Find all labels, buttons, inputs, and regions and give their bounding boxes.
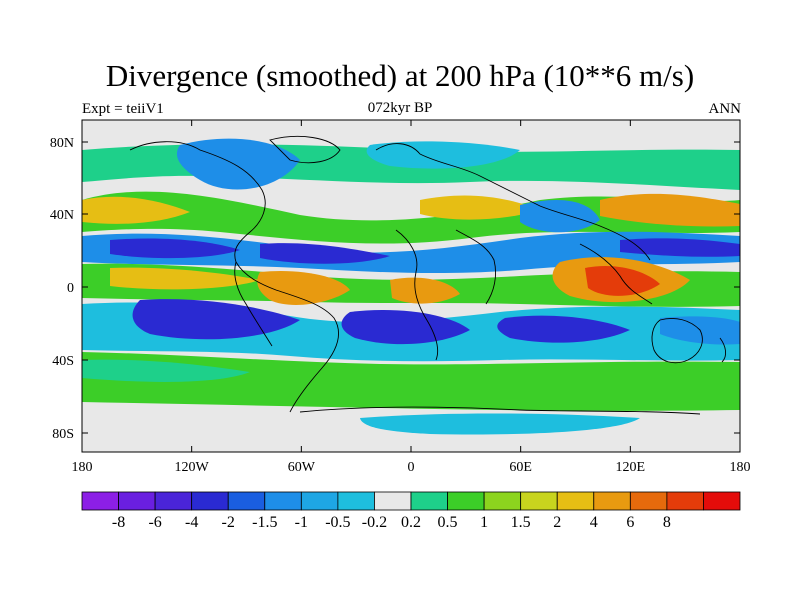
colorbar-label: 2: [553, 514, 561, 531]
colorbar-label: 1.5: [511, 514, 531, 531]
lon-label: 120W: [175, 460, 210, 475]
lon-label: 60W: [288, 460, 316, 475]
lon-label: 180: [730, 460, 751, 475]
colorbar-swatch: [227, 491, 266, 511]
colorbar-swatch: [264, 491, 302, 511]
colorbar-swatch: [374, 491, 412, 511]
field-region: [176, 138, 300, 190]
field-region: [110, 267, 260, 290]
field-region: [585, 265, 660, 296]
field-region: [520, 200, 600, 233]
lat-label: 80S: [52, 427, 74, 442]
colorbar-swatch: [118, 491, 156, 511]
lon-label: 180: [72, 460, 93, 475]
field-region: [257, 270, 350, 305]
colorbar-label: -8: [112, 514, 125, 531]
colorbar-label: -1: [295, 514, 308, 531]
lat-label: 40N: [50, 208, 74, 223]
colorbar-swatch: [629, 491, 668, 511]
colorbar-swatch: [337, 491, 375, 511]
longitude-labels: 180 120W 60W 0 60E 120E 180: [72, 120, 751, 475]
field-region: [600, 193, 740, 227]
field-region: [497, 315, 630, 343]
colorbar-label: 4: [590, 514, 598, 531]
latitude-labels: 80N 40N 0 40S 80S: [50, 136, 740, 442]
colorbar-label: 1: [480, 514, 488, 531]
colorbar-swatch: [81, 491, 119, 511]
lat-label: 40S: [52, 354, 74, 369]
divergence-field: [82, 120, 740, 452]
colorbar-label: 0.2: [401, 514, 421, 531]
lon-label: 120E: [616, 460, 646, 475]
colorbar-label: -0.5: [325, 514, 350, 531]
field-region: [260, 243, 390, 264]
field-region: [82, 359, 250, 382]
colorbar-swatch: [410, 491, 448, 511]
plot-title: Divergence (smoothed) at 200 hPa (10**6 …: [105, 58, 695, 93]
field-region: [82, 352, 740, 411]
field-region: [132, 299, 300, 340]
field-region: [390, 277, 460, 304]
colorbar-swatch: [154, 491, 193, 511]
colorbar-swatch: [300, 491, 339, 511]
colorbar-label: 8: [663, 514, 671, 531]
colorbar-swatch: [520, 491, 558, 511]
colorbar-swatch: [191, 491, 229, 511]
colorbar-swatch: [666, 491, 704, 511]
field-region: [366, 141, 520, 169]
lon-label: 0: [408, 460, 415, 475]
lon-label: 60E: [509, 460, 532, 475]
colorbar-swatch: [483, 491, 522, 511]
colorbar-swatch: [447, 491, 485, 511]
time-label: 072kyr BP: [367, 100, 433, 116]
colorbar-label: -0.2: [362, 514, 387, 531]
field-region: [341, 310, 470, 345]
field-region: [620, 238, 740, 257]
colorbar-label: -6: [148, 514, 161, 531]
field-region: [360, 413, 640, 435]
colorbar-label: 6: [626, 514, 634, 531]
field-region: [420, 195, 540, 220]
colorbar-label: 0.5: [438, 514, 458, 531]
colorbar-swatch: [593, 491, 631, 511]
colorbar-swatch: [703, 491, 741, 511]
lat-label: 0: [67, 281, 74, 296]
field-region: [82, 196, 190, 224]
colorbar-label: -2: [222, 514, 235, 531]
colorbar-label: -1.5: [252, 514, 277, 531]
field-region: [110, 238, 240, 259]
colorbar-label: -4: [185, 514, 198, 531]
colorbar: -8 -6 -4 -2 -1.5 -1 -0.5 -0.2 0.2 0.5 1 1.5 2 4 6 8: [81, 491, 741, 531]
experiment-label: Expt = teiiV1: [82, 101, 164, 117]
colorbar-swatch: [556, 491, 595, 511]
season-label: ANN: [708, 101, 742, 117]
lat-label: 80N: [50, 136, 74, 151]
coastlines: [129, 135, 727, 415]
